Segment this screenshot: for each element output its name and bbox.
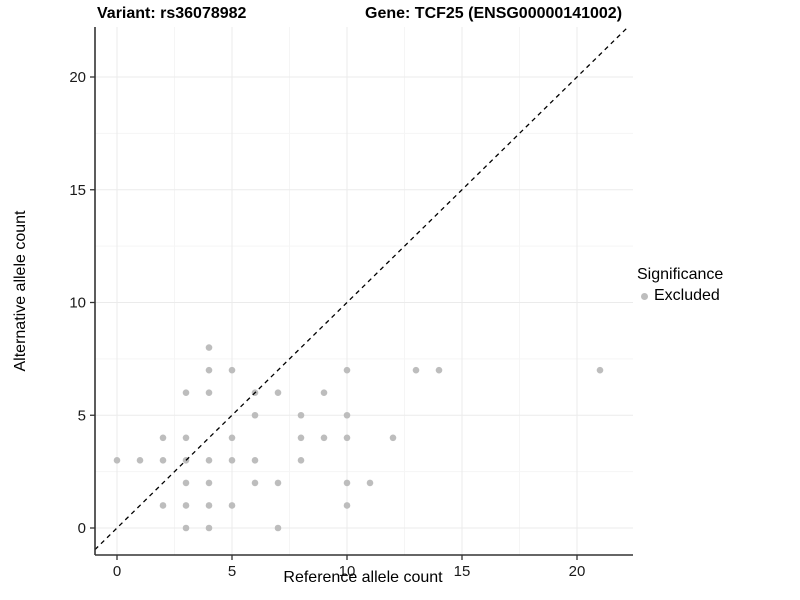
data-point [297,457,305,464]
data-point [251,479,259,487]
data-point [205,502,213,509]
legend: Significance Excluded [637,266,723,305]
data-point [412,366,420,374]
data-point [343,502,351,509]
data-point [366,479,374,487]
data-point [274,479,282,487]
y-tick-label: 5 [78,407,86,424]
data-point [182,434,190,442]
x-tick-label: 10 [339,563,356,580]
data-point [205,457,213,464]
data-point [435,366,443,374]
data-point [228,457,236,464]
data-point [228,434,236,442]
data-point [389,434,397,442]
data-point [320,434,328,442]
data-point [182,389,190,397]
data-point [274,524,282,532]
data-point [596,366,604,374]
data-point [251,457,259,464]
y-axis-title: Alternative allele count [12,210,29,372]
x-tick-label: 0 [113,563,121,580]
identity-line [94,26,629,551]
data-point [251,411,259,419]
data-point [159,502,167,509]
y-tick-label: 15 [69,182,86,199]
data-point [343,434,351,442]
data-point [320,389,328,397]
legend-point-icon [641,292,648,300]
data-point [228,366,236,374]
data-point [274,389,282,397]
data-point [159,457,167,464]
x-tick-label: 5 [228,563,236,580]
data-point [297,434,305,442]
y-tick-label: 0 [78,520,86,537]
data-point [205,479,213,487]
legend-item-excluded: Excluded [637,287,723,305]
x-tick-label: 15 [454,563,471,580]
data-point [205,389,213,397]
data-point [343,366,351,374]
x-tick-label: 20 [569,563,586,580]
y-tick-label: 10 [69,295,86,312]
data-point [343,479,351,487]
data-point [182,524,190,532]
data-point [205,344,213,351]
variant-title: Variant: rs36078982 [97,5,247,22]
data-point [136,457,144,464]
data-point [113,457,121,464]
legend-title: Significance [637,266,724,283]
data-point [343,411,351,419]
x-axis-title: Reference allele count [283,569,443,586]
data-point [159,434,167,442]
y-tick-label: 20 [69,69,86,86]
data-point [205,524,213,532]
data-point [182,479,190,487]
data-point [182,502,190,509]
data-point [297,411,305,419]
data-point [205,366,213,374]
gene-title: Gene: TCF25 (ENSG00000141002) [365,5,623,22]
data-point [228,502,236,509]
legend-item-label: Excluded [654,287,720,304]
